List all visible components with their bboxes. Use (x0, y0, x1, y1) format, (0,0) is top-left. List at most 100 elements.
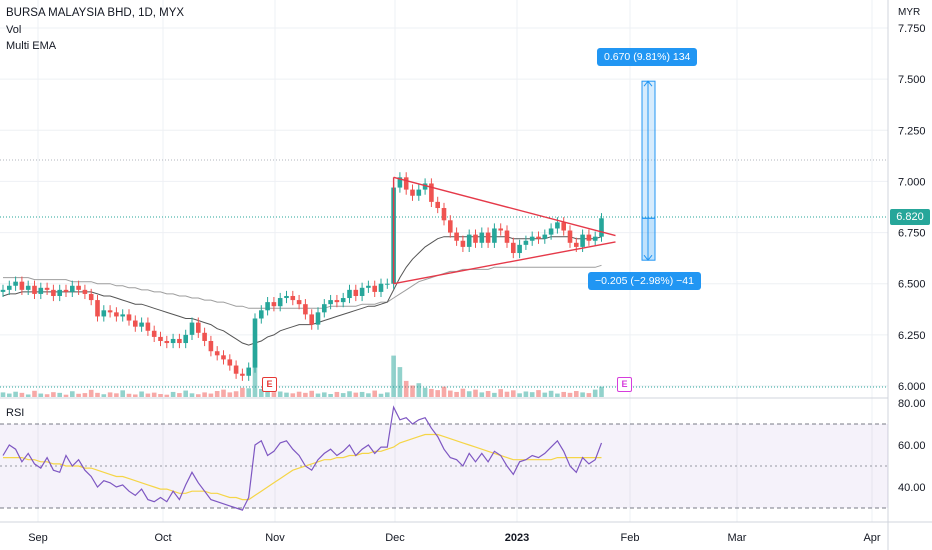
volume-bar (227, 392, 233, 397)
rsi-tick-label: 60.00 (898, 440, 926, 452)
rsi-legend[interactable]: RSI (6, 407, 25, 419)
volume-bar (378, 393, 384, 397)
candle-body (164, 340, 170, 344)
candle-body (561, 222, 566, 231)
volume-bar (151, 392, 157, 397)
volume-bar (435, 390, 440, 397)
volume-bar (473, 389, 478, 397)
volume-legend[interactable]: Vol (6, 24, 22, 36)
volume-bar (485, 391, 491, 397)
time-tick-label: Oct (154, 532, 171, 544)
candle-body (517, 244, 522, 254)
volume-bar (555, 393, 560, 397)
volume-bar (586, 393, 592, 397)
candle-body (158, 336, 163, 341)
candle-body (498, 228, 503, 231)
price-range-measure[interactable] (641, 80, 656, 261)
symbol-title[interactable]: BURSA MALAYSIA BHD, 1D, MYX (6, 7, 185, 19)
candle-body (366, 285, 371, 288)
price-tick-label: 6.250 (898, 330, 926, 342)
candle-body (252, 318, 258, 368)
volume-bar (403, 380, 409, 397)
candle-body (101, 310, 107, 317)
candle-body (227, 359, 233, 366)
candle-body (592, 236, 598, 241)
candle-body (95, 300, 100, 317)
volume-bar (460, 388, 466, 397)
volume-bar (7, 393, 12, 397)
volume-bar (315, 393, 321, 397)
earnings-marker[interactable]: E (262, 377, 277, 392)
time-tick-label: Sep (28, 532, 48, 544)
candle-body (385, 283, 390, 285)
volume-bar (542, 392, 548, 397)
candle-body (240, 373, 245, 376)
candle-body (580, 234, 585, 247)
volume-bar (13, 391, 18, 397)
triangle-upper-line (393, 176, 616, 237)
volume-bar (202, 392, 207, 397)
candle-body (529, 236, 535, 241)
volume-bar (82, 393, 88, 397)
price-tick-label: 6.500 (898, 279, 926, 291)
candle-body (328, 300, 333, 305)
candle-body (202, 332, 207, 341)
candle-body (492, 228, 497, 243)
ema-lines (2, 236, 602, 346)
volume-bar (429, 388, 434, 397)
price-tick-label: 6.750 (898, 228, 926, 240)
volume-bar (189, 393, 195, 397)
volume-bar (592, 389, 598, 397)
volume-bar (334, 391, 340, 397)
time-tick-label: Feb (621, 532, 640, 544)
candle-body (63, 289, 69, 292)
volume-bar (454, 391, 459, 397)
currency-label: MYR (898, 7, 921, 18)
candle-body (76, 285, 81, 290)
volume-bar (574, 391, 579, 397)
candle-body (133, 320, 138, 327)
candle-body (170, 338, 176, 344)
ema-line-fast (2, 236, 602, 346)
volume-bar (347, 391, 352, 397)
rsi-tick-label: 40.00 (898, 482, 926, 494)
volume-bar (114, 393, 119, 397)
volume-bar (32, 390, 37, 397)
candle-body (441, 208, 447, 221)
candle-body (416, 189, 422, 196)
candle-body (233, 365, 239, 374)
volume-bar (498, 389, 503, 397)
triangle-pattern[interactable] (392, 176, 616, 285)
volume-bar (492, 392, 497, 397)
ema-legend[interactable]: Multi EMA (6, 40, 57, 52)
volume-bar (277, 391, 283, 397)
candle-body (586, 234, 592, 241)
earnings-marker[interactable]: E (617, 377, 632, 392)
price-tick-label: 6.000 (898, 381, 926, 393)
candle-body (435, 201, 440, 209)
volume-bar (177, 393, 182, 397)
candle-body (315, 312, 321, 325)
volume-bar (504, 391, 510, 397)
candle-body (309, 314, 314, 325)
candle-body (82, 289, 88, 294)
volume-bar (265, 390, 270, 397)
candle-body (523, 240, 529, 245)
volume-bar (95, 392, 100, 397)
time-tick-label: Dec (385, 532, 405, 544)
volume-bar (322, 392, 327, 397)
candle-body (303, 304, 308, 315)
volume-bar (511, 390, 516, 397)
candle-body (485, 232, 491, 243)
volume-bar (416, 383, 422, 397)
candlestick-series (0, 172, 604, 381)
volume-bar (561, 391, 566, 397)
time-tick-label: Mar (728, 532, 747, 544)
volume-bar (271, 392, 277, 397)
volume-bar (441, 386, 447, 397)
volume-bar (410, 385, 415, 397)
volume-bar (353, 392, 359, 397)
volume-bar (303, 392, 308, 397)
